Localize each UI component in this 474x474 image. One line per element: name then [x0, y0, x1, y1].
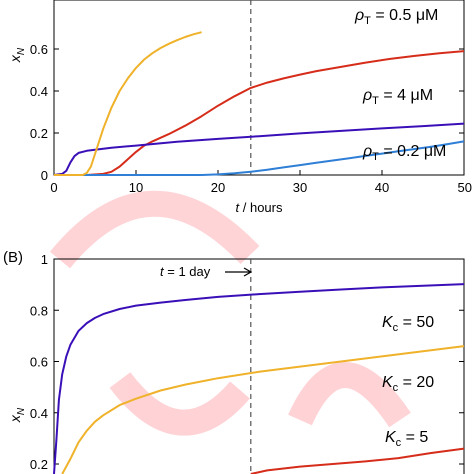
panel-b-ylabel: xN: [7, 407, 27, 423]
y-tick-label: 0.6: [30, 355, 48, 370]
panel-b: 0.2 0.4 0.6 0.8 1 (B) xN t = 1 day Kc = 50 K…: [3, 249, 465, 474]
series-line-0-3: [54, 31, 202, 176]
panel-a-ticks: 0 0.2 0.4 0.6 0 10 20 30 40 50: [30, 42, 472, 195]
y-tick-label: 0.4: [30, 406, 48, 421]
vline-arrow-icon: [225, 267, 253, 277]
x-tick-label: 20: [211, 180, 225, 195]
y-tick-label: 1: [41, 252, 48, 267]
series-line-0-1: [53, 122, 465, 176]
x-tick-label: 50: [458, 180, 472, 195]
series-label-kc-20: Kc = 20: [382, 374, 434, 394]
panel-a: 0 0.2 0.4 0.6 0 10 20 30 40 50 xN t / hours ρT = …: [7, 0, 472, 215]
x-tick-label: 0: [50, 180, 57, 195]
y-tick-label: 0.8: [30, 303, 48, 318]
watermark: [49, 190, 411, 436]
series-line-1-0: [53, 283, 465, 474]
y-tick-label: 0.4: [30, 84, 48, 99]
series-line-0-0: [54, 50, 465, 176]
panel-a-ylabel: xN: [7, 47, 27, 63]
y-tick-label: 0.2: [30, 126, 48, 141]
panel-b-axes-frame: [53, 258, 465, 474]
series-line-0-2: [54, 140, 465, 176]
series-label-rho-0-2: ρT = 0.2 μM: [362, 143, 446, 163]
series-label-rho-0-5: ρT = 0.5 μM: [354, 7, 438, 27]
x-tick-label: 30: [293, 180, 307, 195]
series-label-rho-4: ρT = 4 μM: [362, 87, 433, 107]
panel-b-label: (B): [3, 249, 23, 266]
panel-a-xlabel: t / hours: [236, 200, 283, 215]
panel-b-ticks: 0.2 0.4 0.6 0.8 1: [30, 252, 464, 472]
series-label-kc-5: Kc = 5: [385, 429, 428, 449]
panel-a-axes-frame: [53, 0, 465, 176]
x-tick-label: 40: [375, 180, 389, 195]
y-tick-label: 0: [41, 168, 48, 183]
watermark-arc-2: [288, 362, 411, 428]
series-label-kc-50: Kc = 50: [382, 314, 434, 334]
vline-label: t = 1 day: [160, 264, 211, 279]
watermark-arc-1: [49, 190, 260, 269]
x-tick-label: 10: [129, 180, 143, 195]
panel-a-series: [53, 31, 465, 176]
watermark-arc-3: [109, 371, 250, 436]
y-tick-label: 0.2: [30, 457, 48, 472]
series-line-1-2: [250, 447, 465, 474]
panel-b-series: [53, 283, 465, 474]
series-line-1-1: [61, 345, 465, 474]
y-tick-label: 0.6: [30, 42, 48, 57]
